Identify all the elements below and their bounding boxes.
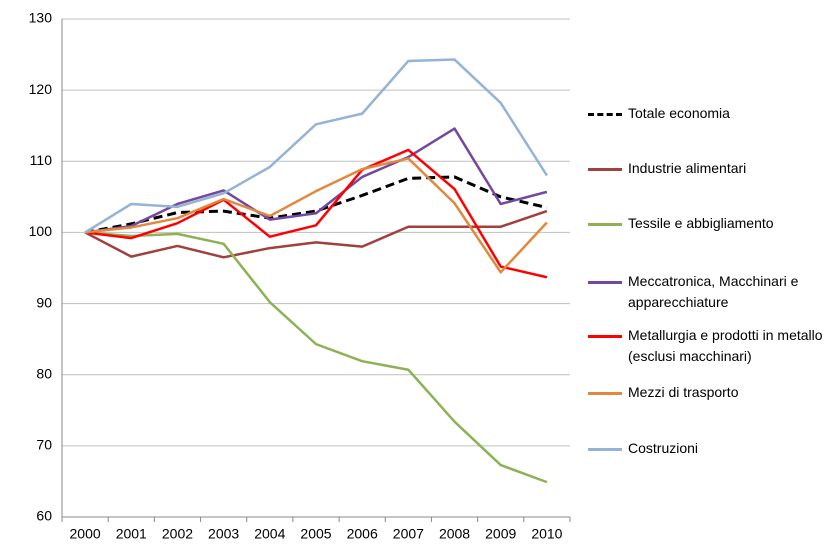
x-tick-label: 2009 xyxy=(485,526,516,542)
x-tick-label: 2007 xyxy=(393,526,424,542)
x-tick-label: 2006 xyxy=(347,526,378,542)
legend-label: Totale economia xyxy=(628,105,730,121)
legend-item: Costruzioni xyxy=(588,438,824,459)
legend-item: Meccatronica, Macchinari e apparecchiatu… xyxy=(588,271,824,313)
x-tick-label: 2002 xyxy=(162,526,193,542)
series-line xyxy=(84,231,548,484)
legend-swatch xyxy=(588,448,622,451)
legend-label: Mezzi di trasporto xyxy=(628,384,739,400)
x-tick-label: 2001 xyxy=(116,526,147,542)
legend-swatch xyxy=(588,281,622,284)
series-line xyxy=(84,175,548,234)
legend-item: Industrie alimentari xyxy=(588,158,824,179)
legend-label: Tessile e abbigliamento xyxy=(628,215,774,231)
x-tick-label: 2005 xyxy=(300,526,331,542)
series-line xyxy=(84,157,548,274)
legend-item: Tessile e abbigliamento xyxy=(588,213,824,234)
legend-item: Totale economia xyxy=(588,103,824,124)
legend-swatch xyxy=(588,392,622,395)
legend-item: Mezzi di trasporto xyxy=(588,382,824,403)
x-tick-label: 2003 xyxy=(208,526,239,542)
legend-swatch xyxy=(588,335,622,338)
y-tick-label: 70 xyxy=(36,437,52,453)
series-line xyxy=(84,127,548,234)
legend-swatch xyxy=(588,113,622,116)
x-tick-label: 2008 xyxy=(439,526,470,542)
x-tick-label: 2000 xyxy=(70,526,101,542)
x-tick-label: 2004 xyxy=(254,526,285,542)
legend-label: Meccatronica, Macchinari e apparecchiatu… xyxy=(628,273,799,310)
y-tick-label: 100 xyxy=(29,223,53,239)
legend-item: Metallurgia e prodotti in metallo (esclu… xyxy=(588,325,824,367)
series-line xyxy=(84,148,548,279)
series-line xyxy=(84,58,548,234)
legend-label: Industrie alimentari xyxy=(628,160,747,176)
y-tick-label: 60 xyxy=(36,508,52,524)
legend-swatch xyxy=(588,223,622,226)
legend-swatch xyxy=(588,168,622,171)
legend-label: Costruzioni xyxy=(628,440,699,456)
y-tick-label: 110 xyxy=(30,152,53,168)
y-tick-label: 130 xyxy=(29,10,53,26)
y-tick-label: 90 xyxy=(36,294,52,310)
y-tick-label: 80 xyxy=(36,365,52,381)
x-tick-label: 2010 xyxy=(531,526,562,542)
legend-label: Metallurgia e prodotti in metallo (esclu… xyxy=(628,327,823,364)
y-tick-label: 120 xyxy=(29,81,53,97)
